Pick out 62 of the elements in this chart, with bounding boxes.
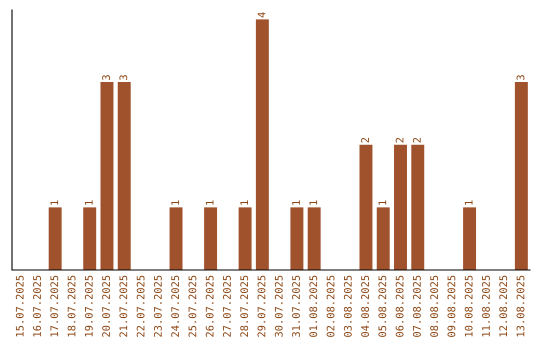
x-tick-label: 24.07.2025 — [171, 276, 180, 337]
x-tick-label: 13.08.2025 — [516, 276, 524, 336]
bar — [83, 207, 96, 270]
bar — [463, 207, 476, 270]
x-tick-label: 04.08.2025 — [361, 276, 370, 337]
bar — [514, 82, 528, 270]
x-tick-label: 01.08.2025 — [309, 276, 318, 337]
x-tick-label: 29.07.2025 — [258, 276, 266, 337]
x-tick-label: 03.08.2025 — [344, 276, 352, 337]
data-label: 1 — [309, 200, 318, 205]
data-label: 1 — [378, 200, 386, 205]
data-label: 3 — [516, 75, 524, 80]
data-label: 2 — [396, 138, 404, 143]
bar — [238, 207, 252, 270]
x-tick-label: 31.07.2025 — [292, 276, 300, 337]
bar — [359, 144, 372, 270]
x-tick-label: 10.08.2025 — [464, 276, 473, 336]
bar — [256, 19, 269, 270]
data-label: 1 — [292, 200, 300, 205]
bar — [394, 144, 407, 270]
x-tick-label: 12.08.2025 — [499, 276, 508, 336]
bar — [48, 207, 62, 270]
data-label: 1 — [240, 200, 248, 205]
x-tick-label: 20.07.2025 — [102, 276, 110, 337]
data-label: 2 — [361, 138, 369, 143]
x-tick-label: 06.08.2025 — [396, 276, 404, 337]
x-tick-label: 27.07.2025 — [223, 276, 231, 337]
x-tick-label: 30.07.2025 — [274, 276, 283, 337]
data-label: 1 — [206, 200, 214, 205]
x-tick-label: 23.07.2025 — [154, 276, 162, 337]
data-label: 4 — [258, 12, 266, 18]
x-tick-label: 05.08.2025 — [378, 276, 386, 337]
x-tick-label: 15.07.2025 — [16, 276, 24, 336]
x-tick-label: 21.07.2025 — [119, 276, 128, 337]
bar — [411, 144, 424, 270]
x-tick-label: 22.07.2025 — [136, 276, 145, 337]
bar — [290, 207, 304, 270]
x-tick-label: 09.08.2025 — [447, 276, 456, 337]
x-tick-label: 19.07.2025 — [84, 276, 93, 336]
x-tick-label: 16.07.2025 — [33, 276, 41, 336]
x-tick-label: 28.07.2025 — [240, 276, 248, 337]
x-tick-label: 26.07.2025 — [206, 276, 214, 337]
x-tick-label: 17.07.2025 — [50, 276, 58, 336]
data-label: 3 — [119, 75, 128, 80]
x-tick-label: 18.07.2025 — [68, 276, 76, 336]
x-tick-label: 25.07.2025 — [188, 276, 196, 337]
bar — [204, 207, 218, 270]
data-label: 3 — [102, 75, 110, 80]
x-tick-label: 07.08.2025 — [412, 276, 421, 337]
bar — [170, 207, 183, 270]
bar — [118, 82, 131, 270]
data-label: 2 — [412, 138, 421, 143]
x-tick-label: 02.08.2025 — [326, 276, 334, 337]
data-label: 1 — [50, 200, 58, 205]
bar — [100, 82, 114, 270]
data-label: 1 — [85, 200, 93, 205]
bar — [308, 207, 321, 270]
x-tick-label: 08.08.2025 — [430, 276, 438, 337]
data-label: 1 — [464, 200, 472, 205]
x-tick-label: 11.08.2025 — [482, 276, 490, 336]
bar — [376, 207, 390, 270]
data-label: 1 — [171, 200, 179, 205]
